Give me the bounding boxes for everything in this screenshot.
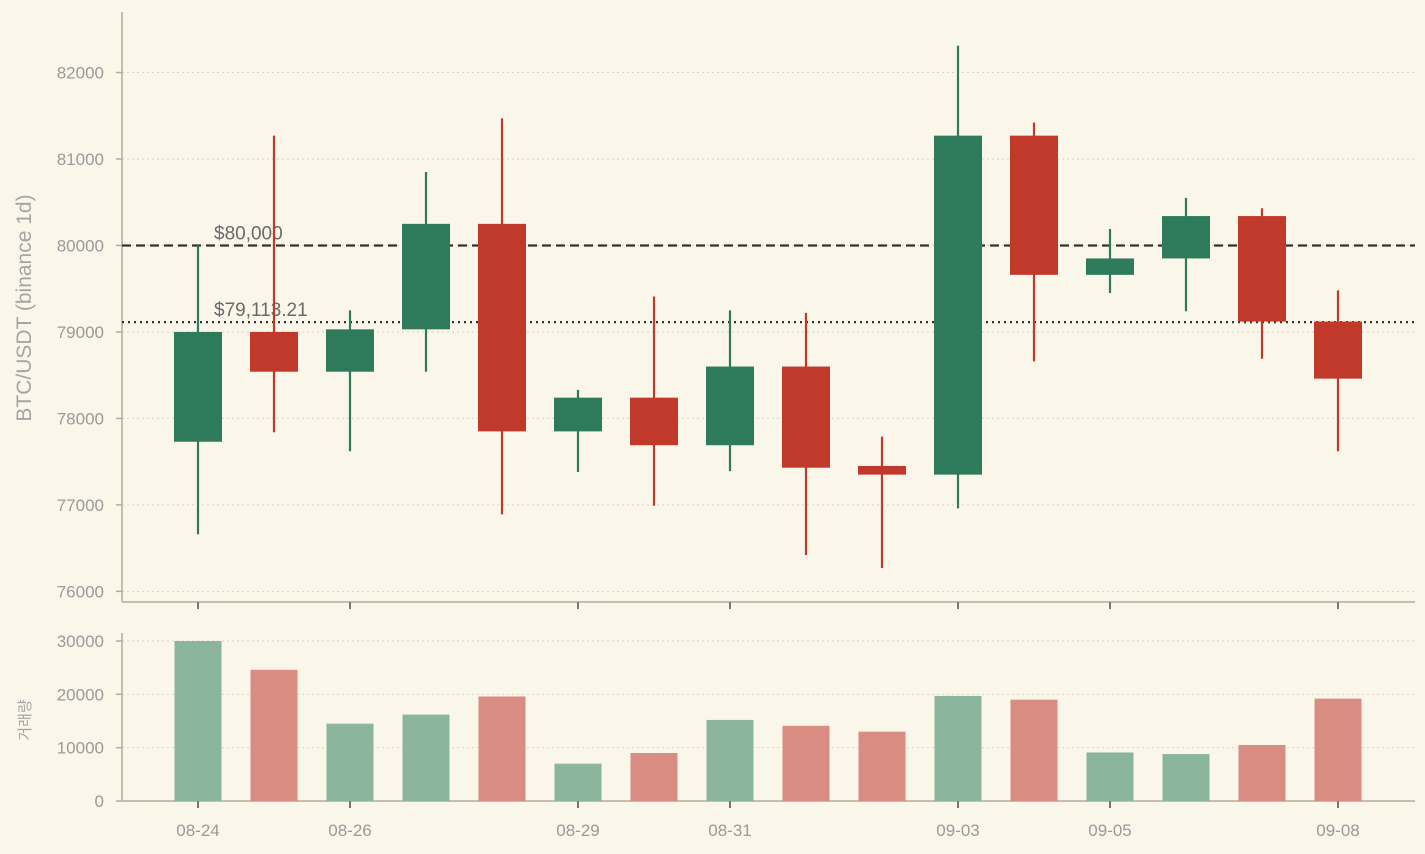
x-tick-label: 08-24 (176, 821, 219, 840)
volume-bar (478, 696, 526, 801)
volume-bar (1010, 699, 1058, 801)
volume-bar (858, 731, 906, 801)
x-tick-labels: 08-24 08-26 08-29 08-31 09-03 09-05 09-08 (176, 602, 1360, 840)
volume-y-tick-label: 20000 (57, 685, 104, 704)
price-axes (116, 12, 1415, 603)
price-axis-title: BTC/USDT (binance 1d) (13, 194, 36, 421)
volume-bar (934, 695, 982, 801)
candle-body (554, 397, 602, 432)
price-y-tick-label: 78000 (57, 409, 104, 428)
price-y-tick-label: 76000 (57, 582, 104, 601)
volume-bar (402, 714, 450, 801)
candle-body (706, 366, 754, 446)
candle-body (934, 135, 982, 475)
candles (174, 45, 1362, 569)
volume-bar (554, 763, 602, 801)
volume-y-tick-label: 30000 (57, 632, 104, 651)
volume-y-tick-label: 0 (95, 792, 104, 811)
reference-line-label: $80,000 (214, 223, 283, 244)
volume-bar (1162, 754, 1210, 801)
candle-body (250, 331, 298, 372)
x-tick-label: 08-26 (328, 821, 371, 840)
volume-bar (706, 719, 754, 801)
price-y-tick-labels: 76000 77000 78000 79000 80000 81000 82000 (57, 64, 104, 602)
candle-body (1162, 216, 1210, 259)
x-tick-label: 09-03 (936, 821, 979, 840)
volume-gridlines (122, 640, 1415, 749)
candle-body (478, 223, 526, 432)
volume-bar (1086, 752, 1134, 801)
volume-bar (1238, 745, 1286, 801)
volume-bar (1314, 698, 1362, 801)
candle-body (326, 329, 374, 372)
price-y-tick-label: 79000 (57, 323, 104, 342)
x-tick-label: 08-29 (556, 821, 599, 840)
volume-axis-title: 거래량 (17, 699, 34, 741)
volume-bar (174, 641, 222, 801)
candle-body (1238, 216, 1286, 322)
candle-body (782, 366, 830, 468)
candle-body (630, 397, 678, 446)
candle-body (402, 223, 450, 330)
price-y-tick-label: 81000 (57, 150, 104, 169)
candle-body (1314, 321, 1362, 379)
x-tick-label: 09-05 (1088, 821, 1131, 840)
volume-bar (630, 753, 678, 801)
price-gridlines (122, 72, 1415, 592)
candle-body (858, 465, 906, 475)
price-y-tick-label: 77000 (57, 496, 104, 515)
volume-axes (116, 633, 1415, 802)
volume-y-tick-label: 10000 (57, 739, 104, 758)
price-y-tick-label: 82000 (57, 64, 104, 83)
reference-lines: $80,000 $79,113.21 (122, 223, 1415, 324)
x-tick-label: 08-31 (708, 821, 751, 840)
candle-body (174, 331, 222, 442)
volume-bar (782, 725, 830, 801)
volume-bars (174, 641, 1362, 801)
reference-line-label: $79,113.21 (214, 300, 308, 321)
candle-body (1010, 135, 1058, 275)
x-tick-label: 09-08 (1316, 821, 1359, 840)
candle-body (1086, 258, 1134, 275)
volume-y-tick-labels: 0 10000 20000 30000 (57, 632, 104, 811)
price-y-tick-label: 80000 (57, 236, 104, 255)
volume-bar (250, 669, 298, 801)
volume-bar (326, 723, 374, 801)
